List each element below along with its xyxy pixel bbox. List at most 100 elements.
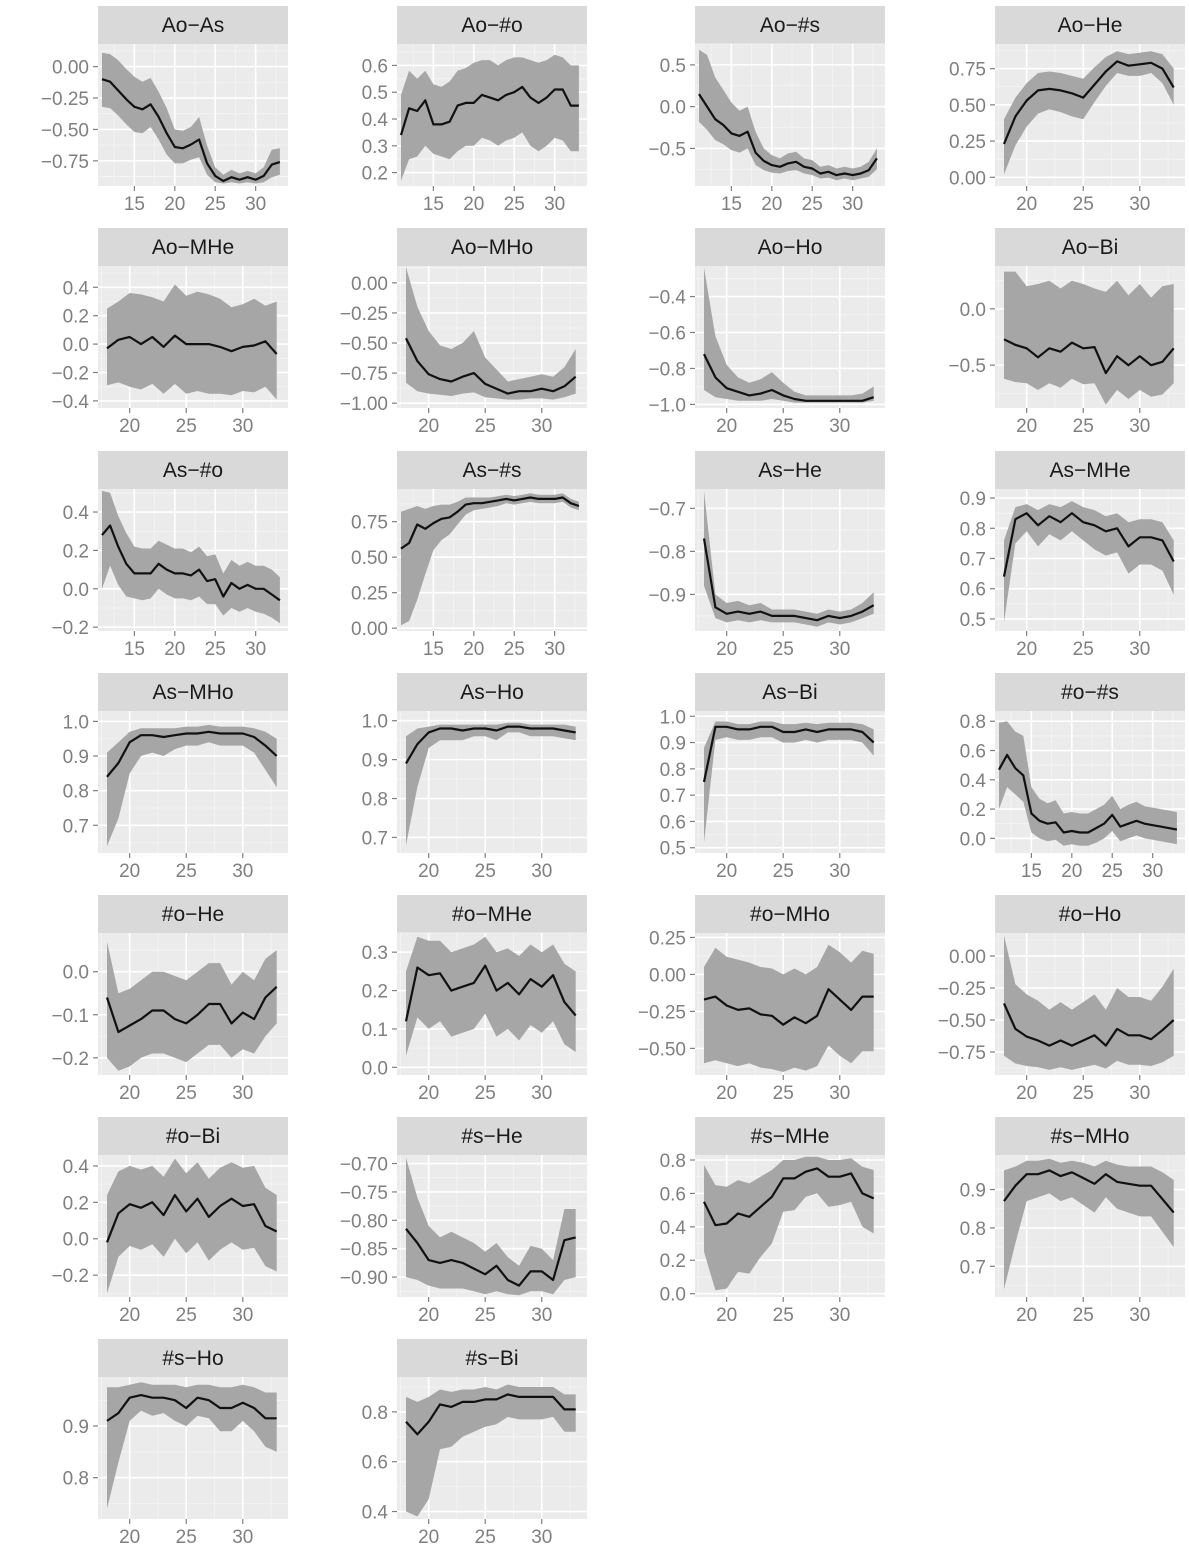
facet-panel: As−#s 15 20 25 30 0.00 0.25 0.50 0.75	[351, 451, 587, 660]
y-tick-label: 0.5	[362, 83, 388, 104]
confidence-ribbon	[107, 1382, 277, 1509]
y-tick-label: 0.0	[960, 829, 986, 850]
facet-strip	[995, 1117, 1185, 1155]
x-tick-label: 30	[842, 194, 863, 215]
y-tick-label: 1.0	[660, 707, 686, 728]
x-tick-label: 30	[245, 639, 266, 660]
x-tick-label: 25	[205, 639, 226, 660]
y-tick-label: 0.9	[660, 734, 686, 755]
y-tick-label: 0.50	[949, 96, 986, 117]
y-tick-label: 0.1	[362, 1020, 388, 1041]
y-tick-label: 0.7	[960, 1257, 986, 1278]
confidence-ribbon	[406, 722, 576, 846]
facet-strip	[397, 895, 587, 933]
series-line	[703, 988, 874, 1026]
confidence-ribbon	[102, 490, 280, 624]
series-line	[400, 496, 580, 550]
facet-title: #o−Bi	[166, 1125, 220, 1148]
x-tick-label: 25	[1073, 1305, 1094, 1326]
y-tick-label: 0.50	[351, 548, 388, 569]
facet-title: #s−MHe	[751, 1125, 830, 1148]
x-tick-label: 30	[531, 416, 552, 437]
x-tick-label: 20	[418, 1083, 439, 1104]
y-tick-label: −0.90	[340, 1268, 388, 1289]
facet-panel: #o−Ho 20 25 30 0.00 −0.25 −0.50 −0.75	[938, 895, 1185, 1104]
facet-strip	[995, 895, 1185, 933]
series-line	[998, 753, 1178, 834]
y-tick-label: 0.0	[660, 98, 686, 119]
y-tick-label: 0.2	[63, 541, 89, 562]
y-tick-label: 0.00	[649, 965, 686, 986]
y-tick-label: 0.4	[660, 1218, 687, 1239]
x-tick-label: 30	[1129, 1305, 1150, 1326]
y-tick-label: −0.4	[648, 288, 686, 309]
y-tick-label: 0.5	[960, 610, 986, 631]
y-tick-label: 0.0	[660, 1285, 686, 1306]
facet-strip	[397, 228, 587, 266]
x-tick-label: 20	[716, 416, 737, 437]
x-tick-label: 25	[773, 416, 794, 437]
y-tick-label: 0.6	[362, 56, 388, 77]
x-tick-label: 20	[1016, 639, 1037, 660]
y-tick-label: −0.50	[340, 334, 388, 355]
facet-title: As−Bi	[762, 681, 817, 704]
x-tick-label: 20	[119, 1527, 140, 1548]
facet-title: Ao−MHe	[152, 236, 234, 259]
facet-title: As−#s	[463, 459, 522, 482]
confidence-ribbon	[107, 724, 277, 847]
facet-strip	[695, 895, 885, 933]
facet-panel: #o−He 20 25 30 0.0 −0.1 −0.2	[51, 895, 288, 1104]
y-tick-label: 0.7	[63, 816, 89, 837]
facet-title: #o−He	[162, 903, 224, 926]
facet-panel: Ao−He 20 25 30 0.00 0.25 0.50 0.75	[949, 6, 1185, 215]
x-tick-label: 20	[418, 1527, 439, 1548]
y-tick-label: −0.70	[340, 1155, 388, 1176]
series-line	[702, 538, 875, 622]
y-tick-label: 0.6	[660, 812, 686, 833]
confidence-ribbon	[1004, 51, 1174, 175]
series-line	[1002, 1002, 1175, 1047]
y-tick-label: −0.2	[51, 364, 89, 385]
series-line	[106, 1393, 277, 1422]
facet-panel: #o−MHe 20 25 30 0.0 0.1 0.2 0.3	[362, 895, 587, 1104]
x-tick-label: 20	[1016, 194, 1037, 215]
x-tick-label: 30	[232, 1527, 253, 1548]
y-tick-label: −0.9	[648, 585, 686, 606]
y-tick-label: −0.2	[51, 1266, 89, 1287]
facet-title: #s−He	[461, 1125, 522, 1148]
facet-panel: #s−Bi 20 25 30 0.4 0.6 0.8	[362, 1339, 587, 1548]
facet-panel: As−MHe 20 25 30 0.5 0.6 0.7 0.8 0.9	[960, 451, 1185, 660]
x-tick-label: 25	[773, 1083, 794, 1104]
x-tick-label: 30	[829, 416, 850, 437]
x-tick-label: 25	[475, 861, 496, 882]
x-tick-label: 25	[773, 639, 794, 660]
y-tick-label: 0.7	[960, 549, 986, 570]
facet-panel: Ao−Ho 20 25 30 −0.4 −0.6 −0.8 −1.0	[648, 228, 885, 437]
x-tick-label: 25	[773, 861, 794, 882]
x-tick-label: 20	[119, 1305, 140, 1326]
y-tick-label: 0.8	[660, 760, 686, 781]
facet-panel: As−Ho 20 25 30 0.7 0.8 0.9 1.0	[362, 673, 587, 882]
x-tick-label: 30	[1129, 639, 1150, 660]
confidence-ribbon	[999, 721, 1177, 846]
y-tick-label: 0.2	[362, 164, 388, 185]
facet-strip	[695, 673, 885, 711]
y-tick-label: 0.9	[63, 1417, 89, 1438]
y-tick-label: 0.2	[362, 982, 388, 1003]
x-tick-label: 15	[423, 194, 444, 215]
y-tick-label: 0.8	[362, 790, 388, 811]
x-tick-label: 25	[504, 639, 525, 660]
confidence-ribbon	[699, 49, 877, 181]
facet-strip	[397, 673, 587, 711]
facet-panel: #s−MHe 20 25 30 0.0 0.2 0.4 0.6 0.8	[660, 1117, 885, 1326]
x-tick-label: 25	[176, 1083, 197, 1104]
confidence-ribbon	[107, 941, 277, 1071]
series-line	[703, 1167, 875, 1227]
y-tick-label: 0.0	[63, 580, 89, 601]
x-tick-label: 30	[531, 1083, 552, 1104]
y-tick-label: 0.4	[63, 278, 90, 299]
y-tick-label: 0.4	[63, 1157, 90, 1178]
x-tick-label: 25	[773, 1305, 794, 1326]
facet-panel: Ao−MHo 20 25 30 0.00 −0.25 −0.50 −0.75 −1.00	[340, 228, 587, 437]
x-tick-label: 30	[1129, 416, 1150, 437]
